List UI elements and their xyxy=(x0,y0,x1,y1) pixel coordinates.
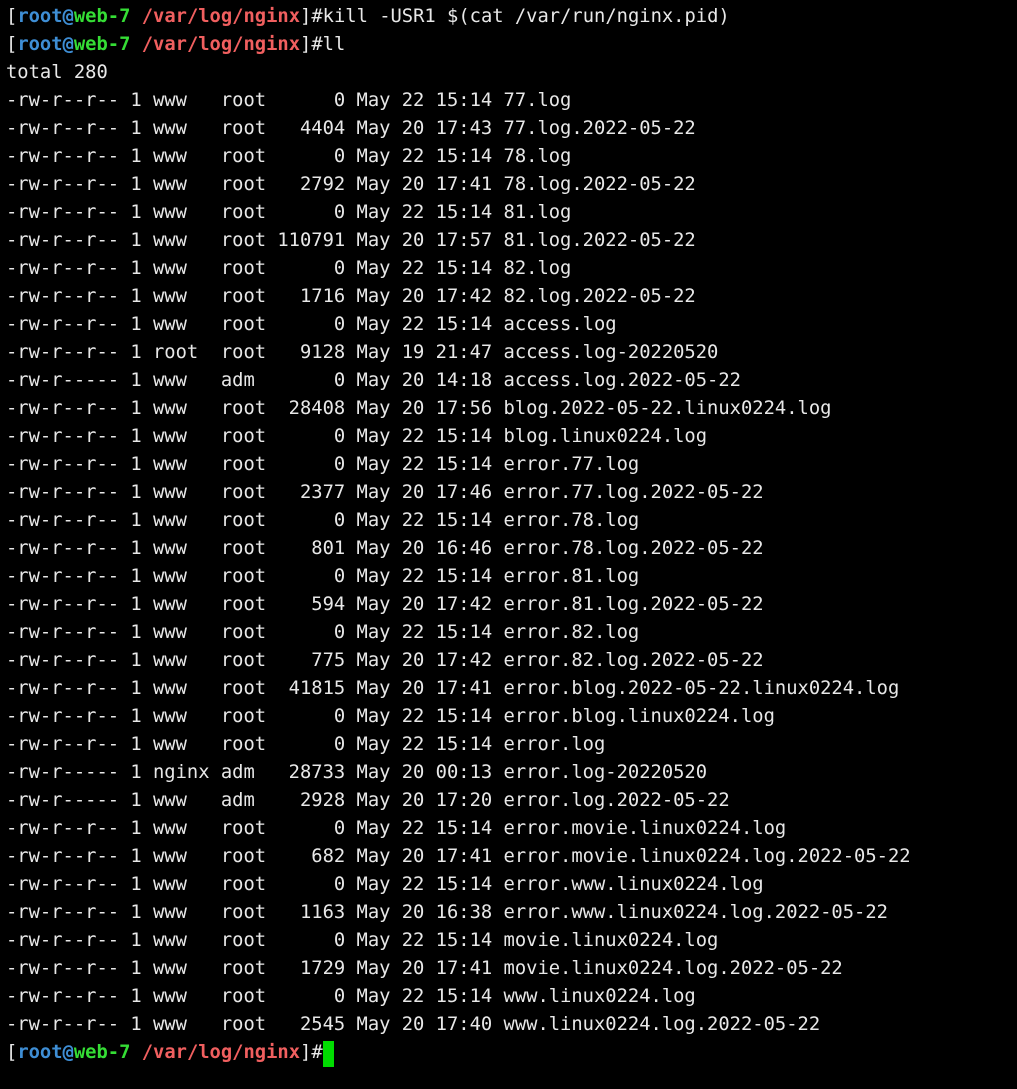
file-row: -rw-r--r-- 1 www root 0 May 22 15:14 err… xyxy=(6,622,640,643)
prompt-path: /var/log/nginx xyxy=(141,1042,301,1063)
prompt-host: web-7 xyxy=(73,34,131,55)
prompt-space xyxy=(130,6,141,27)
prompt-host: web-7 xyxy=(73,1042,131,1063)
file-row: -rw-r--r-- 1 www root 0 May 22 15:14 mov… xyxy=(6,930,719,951)
total-line: total 280 xyxy=(6,62,108,83)
prompt-bracket-open: [ xyxy=(6,1042,18,1063)
terminal-cursor xyxy=(322,1041,334,1067)
file-row: -rw-r--r-- 1 www root 4404 May 20 17:43 … xyxy=(6,118,696,139)
prompt-space xyxy=(130,34,141,55)
file-row: -rw-r--r-- 1 www root 0 May 22 15:14 82.… xyxy=(6,258,572,279)
file-row: -rw-r--r-- 1 www root 0 May 22 15:14 78.… xyxy=(6,146,572,167)
prompt-suffix: ]# xyxy=(300,1042,323,1063)
prompt-path: /var/log/nginx xyxy=(141,6,301,27)
file-listing: -rw-r--r-- 1 www root 0 May 22 15:14 77.… xyxy=(6,87,1017,1039)
file-row: -rw-r--r-- 1 www root 0 May 22 15:14 www… xyxy=(6,986,696,1007)
file-row: -rw-r--r-- 1 www root 594 May 20 17:42 e… xyxy=(6,594,764,615)
file-row: -rw-r--r-- 1 www root 110791 May 20 17:5… xyxy=(6,230,696,251)
file-row: -rw-r--r-- 1 www root 2377 May 20 17:46 … xyxy=(6,482,764,503)
file-row: -rw-r--r-- 1 root root 9128 May 19 21:47… xyxy=(6,342,719,363)
file-row: -rw-r----- 1 www adm 0 May 20 14:18 acce… xyxy=(6,370,741,391)
prompt-suffix: ]# xyxy=(300,6,323,27)
file-row: -rw-r--r-- 1 www root 2792 May 20 17:41 … xyxy=(6,174,696,195)
prompt-space xyxy=(130,1042,141,1063)
file-row: -rw-r--r-- 1 www root 0 May 22 15:14 err… xyxy=(6,454,640,475)
file-row: -rw-r--r-- 1 www root 2545 May 20 17:40 … xyxy=(6,1014,821,1035)
command-text-ll: ll xyxy=(322,34,346,55)
file-row: -rw-r--r-- 1 www root 0 May 22 15:14 81.… xyxy=(6,202,572,223)
file-row: -rw-r----- 1 nginx adm 28733 May 20 00:1… xyxy=(6,762,708,783)
file-row: -rw-r--r-- 1 www root 41815 May 20 17:41… xyxy=(6,678,900,699)
file-row: -rw-r--r-- 1 www root 1163 May 20 16:38 … xyxy=(6,902,888,923)
prompt-suffix: ]# xyxy=(300,34,323,55)
file-row: -rw-r--r-- 1 www root 0 May 22 15:14 err… xyxy=(6,706,775,727)
prompt-bracket-open: [ xyxy=(6,6,18,27)
file-row: -rw-r--r-- 1 www root 801 May 20 16:46 e… xyxy=(6,538,764,559)
command-line-kill: [root@web-7 /var/log/nginx]#kill -USR1 $… xyxy=(6,3,1017,31)
file-row: -rw-r--r-- 1 www root 1729 May 20 17:41 … xyxy=(6,958,843,979)
command-text-kill: kill -USR1 $(cat /var/run/nginx.pid) xyxy=(322,6,730,27)
file-row: -rw-r--r-- 1 www root 775 May 20 17:42 e… xyxy=(6,650,764,671)
file-row: -rw-r--r-- 1 www root 0 May 22 15:14 blo… xyxy=(6,426,708,447)
file-row: -rw-r--r-- 1 www root 0 May 22 15:14 err… xyxy=(6,818,787,839)
file-row: -rw-r--r-- 1 www root 0 May 22 15:14 err… xyxy=(6,510,640,531)
file-row: -rw-r----- 1 www adm 2928 May 20 17:20 e… xyxy=(6,790,730,811)
command-line-current: [root@web-7 /var/log/nginx]# xyxy=(6,1039,1017,1067)
prompt-path: /var/log/nginx xyxy=(141,34,301,55)
prompt-bracket-open: [ xyxy=(6,34,18,55)
file-row: -rw-r--r-- 1 www root 682 May 20 17:41 e… xyxy=(6,846,911,867)
prompt-user: root@ xyxy=(17,1042,74,1063)
file-row: -rw-r--r-- 1 www root 1716 May 20 17:42 … xyxy=(6,286,696,307)
file-row: -rw-r--r-- 1 www root 0 May 22 15:14 err… xyxy=(6,734,606,755)
file-row: -rw-r--r-- 1 www root 0 May 22 15:14 err… xyxy=(6,566,640,587)
prompt-user: root@ xyxy=(17,34,74,55)
prompt-user: root@ xyxy=(17,6,74,27)
prompt-host: web-7 xyxy=(73,6,131,27)
file-row: -rw-r--r-- 1 www root 0 May 22 15:14 77.… xyxy=(6,90,572,111)
file-row: -rw-r--r-- 1 www root 28408 May 20 17:56… xyxy=(6,398,832,419)
command-line-ll: [root@web-7 /var/log/nginx]#ll xyxy=(6,31,1017,59)
file-row: -rw-r--r-- 1 www root 0 May 22 15:14 acc… xyxy=(6,314,617,335)
file-row: -rw-r--r-- 1 www root 0 May 22 15:14 err… xyxy=(6,874,764,895)
